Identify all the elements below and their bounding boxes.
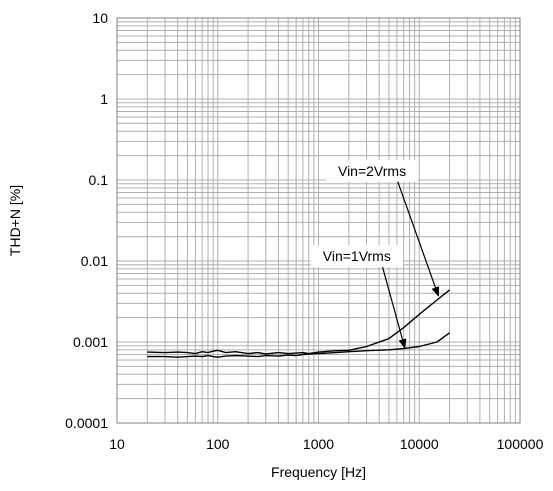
series-line-1 xyxy=(147,289,451,355)
y-tick-label: 0.01 xyxy=(81,253,108,269)
annotation-label: Vin=2Vrms xyxy=(338,163,406,179)
series-line-2 xyxy=(147,332,451,358)
y-tick-label: 1 xyxy=(100,91,108,107)
annotation-arrow xyxy=(397,181,440,297)
x-tick-label: 10000 xyxy=(400,436,439,452)
series-layer xyxy=(147,289,451,358)
annotation-layer: Vin=2Vrms Vin=1Vrms xyxy=(310,159,440,350)
annotation-label: Vin=1Vrms xyxy=(323,248,391,264)
x-axis-label: Frequency [Hz] xyxy=(271,464,366,480)
plot-frame xyxy=(116,17,521,424)
annotation-box xyxy=(326,159,419,182)
tick-labels: 10 100 1000 10000 100000 10 1 0.1 0.01 0.001 0.000… xyxy=(65,10,543,452)
x-tick-label: 100 xyxy=(206,436,230,452)
annotation-box xyxy=(310,245,403,268)
y-tick-label: 0.0001 xyxy=(65,415,108,431)
grid xyxy=(116,18,520,424)
y-tick-label: 10 xyxy=(92,10,108,26)
annotation-arrow xyxy=(381,266,407,350)
x-tick-label: 10 xyxy=(109,436,125,452)
x-tick-label: 1000 xyxy=(303,436,334,452)
y-axis-label: THD+N [%] xyxy=(7,185,23,256)
y-tick-label: 0.1 xyxy=(89,172,109,188)
x-tick-label: 100000 xyxy=(497,436,544,452)
y-tick-label: 0.001 xyxy=(73,334,108,350)
